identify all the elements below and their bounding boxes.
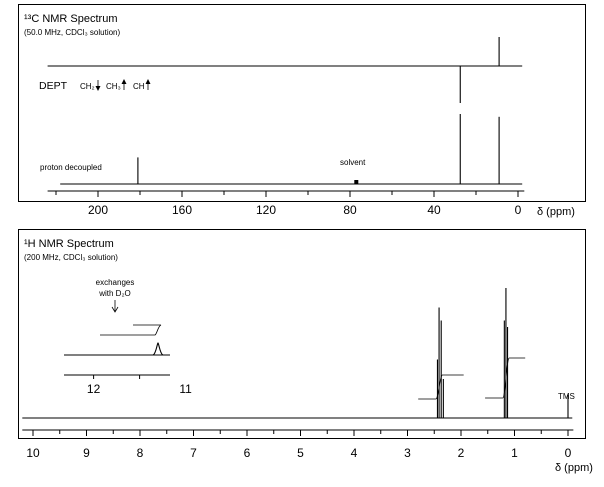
c13-x-axis-label: δ (ppm): [537, 206, 575, 218]
dept-legend: CH₂ CH₃ CH: [80, 79, 151, 91]
c13-tick-label: 0: [515, 203, 522, 217]
h1-tick-label: 1: [511, 446, 518, 460]
h1-tick-label: 4: [351, 446, 358, 460]
h1-tick-label: 2: [458, 446, 465, 460]
h1-title: ¹H NMR Spectrum: [24, 238, 114, 250]
h1-panel-frame: [18, 229, 586, 439]
arrow-down-icon: [95, 80, 101, 91]
triplet-integral: [485, 357, 526, 399]
c13-subtitle: (50.0 MHz, CDCl₃ solution): [24, 28, 121, 37]
c13-panel-frame: [18, 4, 586, 202]
inset-integral: [100, 324, 162, 336]
h1-tick-label: 9: [83, 446, 90, 460]
h1-x-axis-label: δ (ppm): [555, 462, 593, 474]
c13-traces: [47, 37, 523, 185]
proton-decoupled-label: proton decoupled: [40, 163, 102, 172]
dept-legend-item: CH₂: [80, 82, 95, 91]
dept-legend-item: CH: [133, 82, 145, 91]
c13-tick-label: 160: [172, 203, 192, 217]
inset-tick-label: 12: [87, 382, 101, 396]
c13-x-axis: 200 160 120 80 40 0: [47, 190, 525, 217]
inset-arrow: [111, 300, 119, 313]
inset-annotation-line2: with D₂O: [98, 289, 131, 298]
inset-peak: [152, 342, 164, 356]
h1-traces: [22, 288, 573, 419]
h1-tick-label: 6: [244, 446, 251, 460]
h1-tick-label: 3: [404, 446, 411, 460]
h1-x-axis: 10 9 8 7 6 5 4 3 2 1 0: [22, 429, 574, 460]
h1-tick-label: 0: [565, 446, 572, 460]
h1-tick-label: 8: [137, 446, 144, 460]
c13-title: ¹³C NMR Spectrum: [24, 13, 118, 25]
inset-spectrum: 12 11: [64, 324, 192, 396]
h1-subtitle: (200 MHz, CDCl₃ solution): [24, 253, 118, 262]
arrow-up-icon: [121, 79, 127, 90]
quartet-integral: [418, 374, 464, 400]
arrow-up-icon: [145, 79, 151, 90]
h1-tick-label: 5: [297, 446, 304, 460]
dept-legend-item: CH₃: [106, 82, 121, 91]
solvent-peak: [354, 180, 359, 184]
tms-label: TMS: [558, 392, 575, 401]
c13-tick-label: 120: [256, 203, 276, 217]
dept-label: DEPT: [39, 80, 68, 92]
inset-tick-label: 11: [179, 382, 192, 396]
h1-tick-label: 7: [190, 446, 197, 460]
c13-tick-label: 80: [343, 203, 357, 217]
c13-tick-label: 200: [88, 203, 108, 217]
c13-tick-label: 40: [427, 203, 441, 217]
inset-annotation-line1: exchanges: [96, 278, 135, 287]
h1-tick-label: 10: [26, 446, 40, 460]
solvent-label: solvent: [340, 158, 366, 167]
